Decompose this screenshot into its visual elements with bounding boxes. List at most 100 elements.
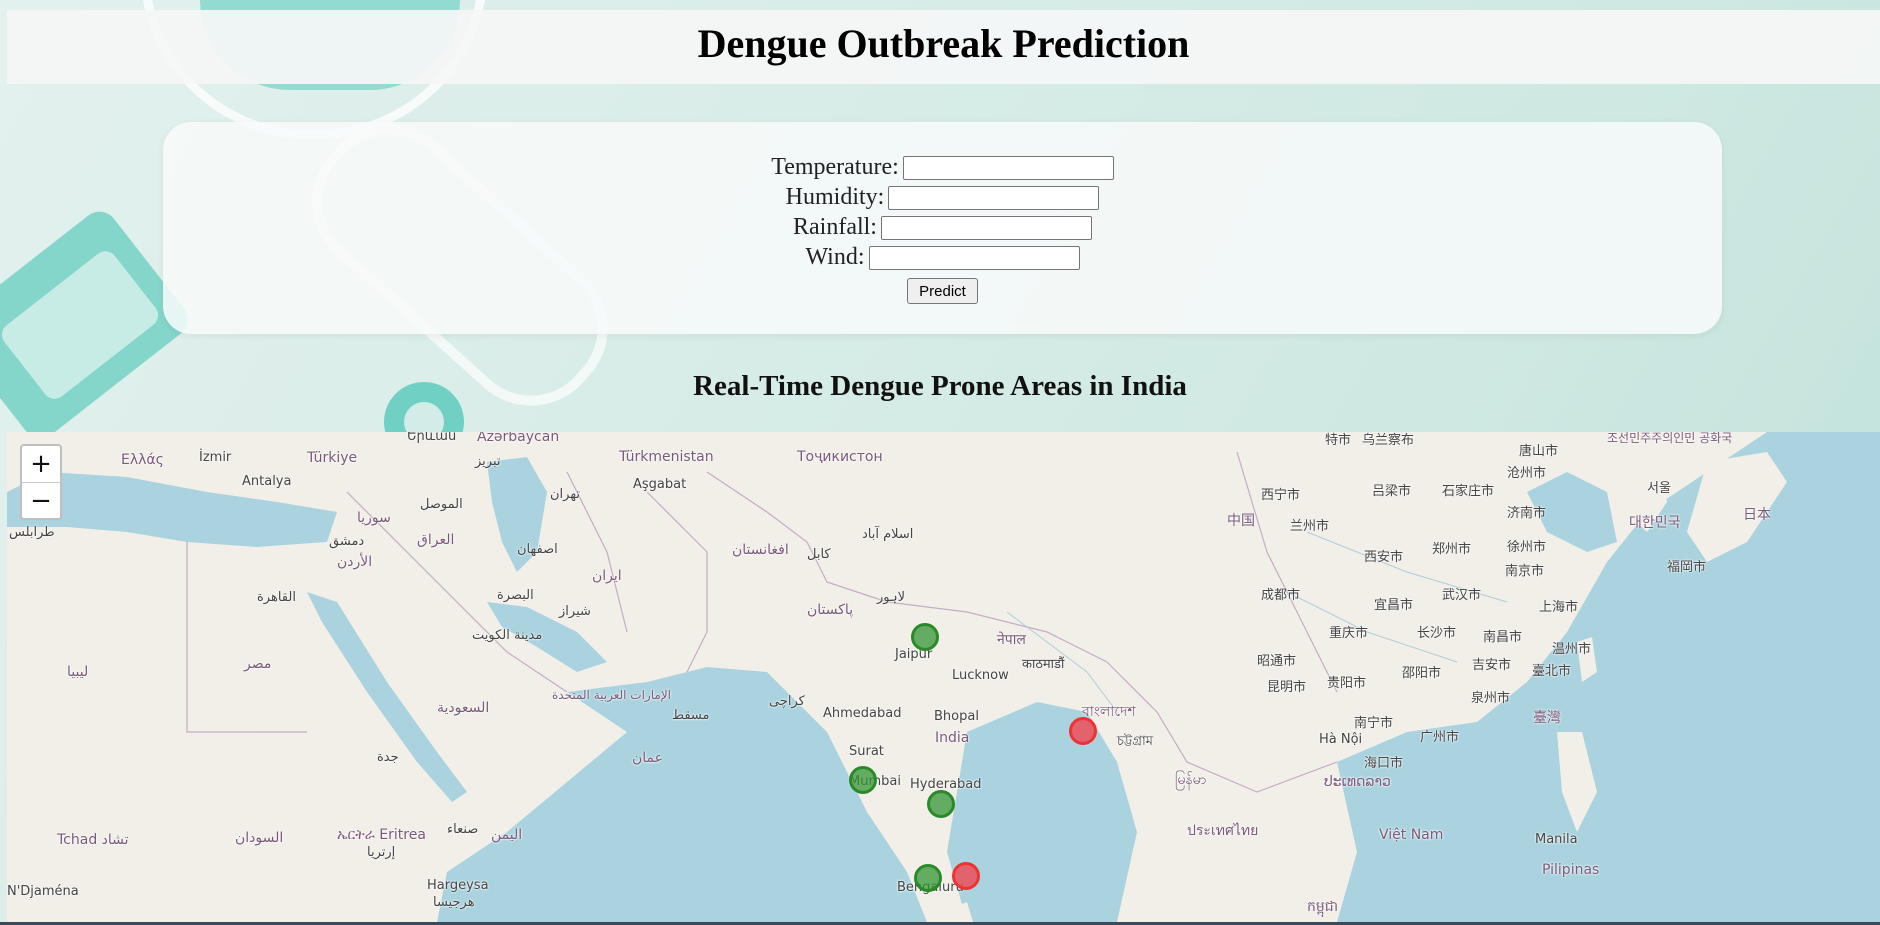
map-label: Việt Nam [1379,827,1444,843]
map-label: ኤርትራ Eritrea [337,827,426,843]
map-label: 昆明市 [1267,680,1307,695]
map-label: اصفهان [517,542,558,557]
map-label: Aşgabat [633,477,687,492]
map-label: 대한민국 [1629,515,1681,531]
map-label: 南京市 [1505,564,1545,579]
map-label: افغانستان [732,542,789,558]
map-label: 特市 [1325,433,1352,448]
map-label: Manila [1535,832,1578,847]
map-label: İzmir [199,450,232,465]
map-label: طرابلس [9,525,55,540]
map-label: 贵阳市 [1327,676,1367,691]
map-label: الإمارات العربية المتحدة [552,688,671,702]
map-label: 温州市 [1552,642,1592,657]
map-label: Surat [849,744,884,759]
zoom-in-button[interactable]: + [22,446,60,482]
wind-label: Wind: [805,244,865,270]
map-label: کابل [807,547,831,562]
map-view[interactable]: + − Ελλάς İzmir Türkiye Antalya Երևան Az… [7,432,1880,922]
map-label: 서울 [1647,481,1671,496]
map-label: Ahmedabad [823,706,902,721]
marker-kolkata-high-risk[interactable] [1069,717,1097,745]
map-label: پاکستان [807,602,854,618]
map-label: Tchad تشاد [57,832,129,848]
map-label: Тоҷикистон [797,449,883,465]
map-label: 中国 [1227,513,1255,529]
rainfall-input[interactable] [880,216,1092,241]
map-label: Hargeysa [427,878,489,893]
map-label: 唐山市 [1519,444,1559,459]
map-label: الأردن [337,554,373,570]
map-label: 沧州市 [1507,466,1547,481]
map-label: Türkmenistan [619,449,714,465]
temperature-label: Temperature: [771,154,899,180]
map-label: 海口市 [1364,756,1404,771]
map-label: 南昌市 [1483,630,1523,645]
map-label: 昭通市 [1257,654,1297,669]
map-label: عمان [632,750,663,766]
map-label: العراق [417,532,455,548]
map-label: ليبيا [67,664,89,680]
map-label: مصر [244,656,272,672]
map-basemap [7,432,1880,922]
map-label: চট্টগ্রাম [1117,734,1153,749]
map-label: ایران [592,568,622,584]
map-label: 成都市 [1261,588,1301,603]
map-label: 济南市 [1507,506,1547,521]
map-label: 长沙市 [1417,626,1457,641]
map-label: 南宁市 [1354,716,1394,731]
rainfall-row: Rainfall: [163,212,1722,242]
map-label: កម្ពុជា [1307,899,1339,915]
map-label: 吉安市 [1472,658,1512,673]
map-label: 上海市 [1539,600,1579,615]
map-label: البصرة [497,588,534,603]
map-label: الموصل [420,497,463,512]
marker-chennai-high-risk[interactable] [952,862,980,890]
map-label: Pilipinas [1542,862,1600,878]
rainfall-label: Rainfall: [793,214,877,240]
marker-mumbai-low-risk[interactable] [849,766,877,794]
map-label: 吕梁市 [1372,484,1412,499]
map-label: السودان [235,830,284,846]
marker-bengaluru-low-risk[interactable] [914,864,942,892]
zoom-out-button[interactable]: − [22,482,60,518]
map-label: မြန်မာ [1175,772,1207,788]
map-label: বাংলাদেশ [1082,704,1136,720]
map-label: 兰州市 [1290,519,1330,534]
map-label: Azərbaycan [477,432,560,445]
map-label: 郑州市 [1432,542,1472,557]
map-label: 西宁市 [1261,488,1301,503]
humidity-input[interactable] [888,186,1100,211]
map-title: Real-Time Dengue Prone Areas in India [693,370,1187,402]
marker-jaipur-low-risk[interactable] [911,623,939,651]
map-label: السعودية [437,700,490,716]
map-label: Bhopal [934,709,979,724]
map-label: مدينة الكويت [472,628,543,643]
predict-button[interactable]: Predict [907,278,978,304]
map-label: 福岡市 [1667,560,1707,575]
map-label: مسقط [672,708,710,723]
page-title: Dengue Outbreak Prediction [697,21,1190,66]
map-label: هرجيسا [433,895,475,910]
map-label: 石家庄市 [1442,484,1495,499]
humidity-row: Humidity: [163,182,1722,212]
map-label: کراچی [769,694,805,709]
map-label: إرتريا [367,845,396,860]
temperature-input[interactable] [902,156,1114,181]
map-label: Ελλάς [121,452,164,468]
map-label: سوريا [357,510,391,526]
humidity-label: Humidity: [785,184,885,210]
map-label: اليمن [491,827,523,843]
marker-hyderabad-low-risk[interactable] [927,790,955,818]
map-label: 重庆市 [1329,626,1369,641]
wind-row: Wind: [163,242,1722,272]
zoom-control: + − [20,444,62,520]
map-label: 臺灣 [1533,710,1561,726]
map-label: 西安市 [1364,550,1404,565]
map-label: Türkiye [307,450,358,466]
map-label: دمشق [329,534,365,549]
wind-input[interactable] [868,246,1080,271]
map-label: لاہور [877,590,906,605]
map-label: Antalya [242,474,292,489]
map-label: India [935,730,970,746]
